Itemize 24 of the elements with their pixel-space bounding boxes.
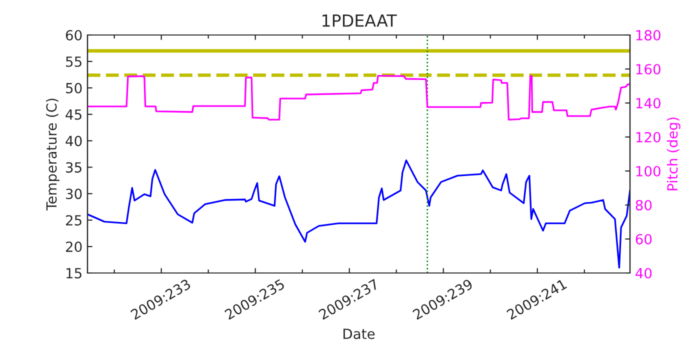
- y-tick-label: 50: [66, 82, 82, 94]
- line-series: [88, 160, 630, 269]
- y-tick-label: 20: [66, 242, 82, 252]
- y-tick-label: 55: [66, 56, 82, 67]
- line-series: [88, 74, 630, 120]
- x-axis-title: Date: [344, 328, 375, 340]
- y-tick-label: 60: [66, 30, 82, 40]
- y2-tick-label: 140: [636, 98, 660, 108]
- y-tick-label: 45: [66, 109, 82, 120]
- y-tick-label: 15: [66, 268, 82, 278]
- chart-title: 1PDEAAT: [322, 14, 397, 27]
- y2-tick-label: 40: [636, 268, 652, 278]
- y2-tick-label: 120: [636, 132, 660, 142]
- y2-tick-label: 180: [636, 30, 660, 40]
- y-tick-label: 35: [66, 162, 82, 173]
- y2-tick-label: 60: [636, 234, 652, 244]
- y2-tick-label: 100: [636, 166, 660, 176]
- y2-axis-title: Pitch (deg): [666, 118, 680, 190]
- y-tick-label: 40: [66, 136, 82, 146]
- y-tick-label: 25: [66, 215, 82, 226]
- y-axis-title: Temperature (C): [46, 98, 60, 210]
- y2-tick-label: 160: [636, 64, 660, 74]
- y-tick-label: 30: [66, 188, 82, 200]
- y2-tick-label: 80: [636, 200, 652, 210]
